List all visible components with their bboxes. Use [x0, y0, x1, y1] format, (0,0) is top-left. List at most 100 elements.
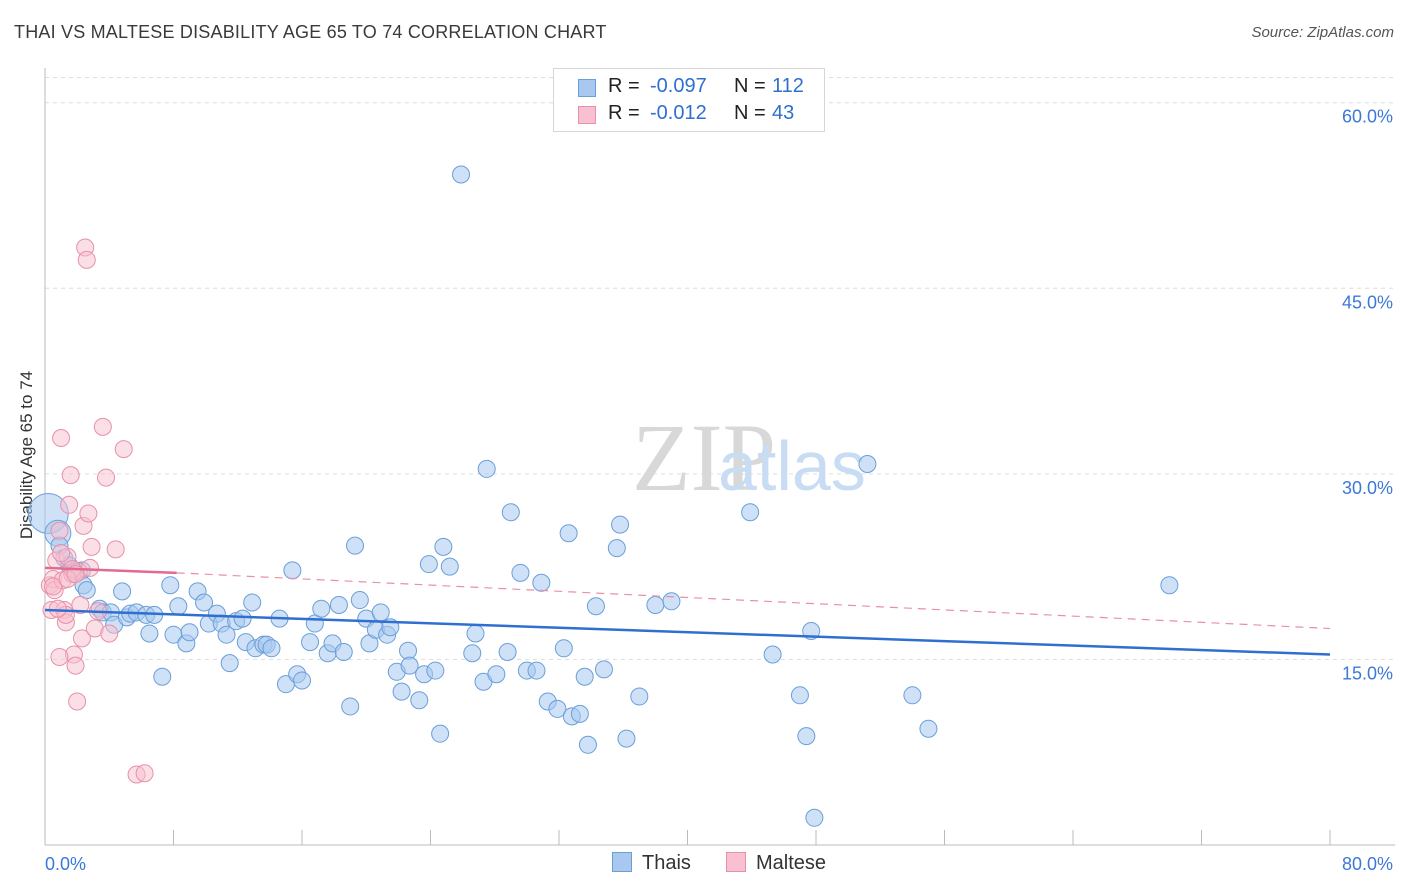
y-tick-label: 15.0% [1342, 663, 1393, 683]
point-thais [346, 536, 365, 555]
point-maltese [77, 250, 96, 269]
point-thais [399, 641, 418, 660]
y-axis-label: Disability Age 65 to 74 [17, 371, 36, 539]
trend-lines [44, 566, 1331, 656]
point-maltese [106, 540, 125, 559]
point-thais [554, 639, 573, 658]
point-thais [578, 735, 597, 754]
point-maltese [50, 521, 69, 540]
point-maltese [60, 495, 79, 514]
point-thais [511, 563, 530, 582]
x-tick-labels: 0.0% 80.0% [45, 854, 1393, 874]
point-thais [452, 165, 471, 184]
point-thais [487, 665, 506, 684]
point-thais [153, 667, 172, 686]
bottom-legend-label-thais: Thais [642, 852, 691, 874]
point-thais [919, 719, 938, 738]
point-thais [662, 592, 681, 611]
point-thais [858, 454, 877, 473]
point-thais [607, 539, 626, 558]
legend-n-value: 112 [772, 75, 804, 97]
point-thais [431, 724, 450, 743]
point-thais [630, 687, 649, 706]
y-tick-label: 60.0% [1342, 107, 1393, 127]
point-maltese [114, 440, 133, 459]
point-thais [262, 639, 281, 658]
point-thais [903, 686, 922, 705]
point-thais [113, 582, 132, 601]
point-maltese [100, 624, 119, 643]
point-thais [329, 596, 348, 615]
point-thais [1160, 576, 1179, 595]
point-thais [463, 644, 482, 663]
watermark: ZIP atlas [632, 404, 866, 511]
point-maltese [97, 468, 116, 487]
axes [44, 68, 1395, 846]
bottom-legend-swatch-maltese [726, 852, 746, 872]
watermark-atlas: atlas [718, 427, 866, 505]
point-thais [293, 671, 311, 690]
y-tick-labels: 15.0% 30.0% 45.0% 60.0% [1342, 107, 1393, 684]
point-thais [617, 729, 636, 748]
point-thais [371, 603, 390, 622]
point-thais [312, 599, 331, 618]
point-thais [646, 596, 665, 615]
point-thais [570, 704, 589, 723]
legend-r-label: R = [608, 102, 640, 124]
point-thais [501, 503, 520, 522]
y-tick-label: 45.0% [1342, 292, 1393, 312]
point-maltese [82, 537, 101, 556]
point-maltese [50, 647, 69, 666]
point-thais [169, 597, 188, 616]
series-thais [27, 165, 1179, 827]
point-thais [392, 682, 411, 701]
trend-line-thais [44, 608, 1331, 656]
bottom-legend-thais[interactable]: Thais [612, 852, 691, 875]
legend-n-label: N = [734, 75, 766, 97]
point-thais [477, 459, 496, 478]
point-thais [410, 691, 429, 710]
point-maltese [135, 764, 154, 783]
point-maltese [52, 544, 71, 563]
legend-n-label: N = [734, 102, 766, 124]
legend-swatch-maltese [578, 106, 596, 124]
legend-n-value: 43 [772, 102, 795, 124]
point-thais [195, 593, 214, 612]
point-thais [233, 609, 252, 628]
trend-line-maltese [44, 566, 177, 575]
point-thais [611, 515, 630, 534]
bottom-legend-swatch-thais [612, 852, 632, 872]
point-thais [140, 624, 159, 643]
point-thais [790, 686, 809, 705]
legend-r-value: -0.097 [650, 75, 707, 97]
point-maltese [93, 417, 112, 436]
point-thais [434, 537, 453, 556]
point-thais [527, 661, 546, 680]
series-maltese [40, 238, 154, 784]
point-thais [741, 503, 760, 522]
point-thais [217, 625, 236, 644]
point-thais [532, 573, 551, 592]
point-thais [180, 623, 199, 642]
point-thais [763, 645, 782, 664]
point-thais [334, 643, 353, 662]
point-maltese [72, 629, 91, 648]
point-thais [341, 697, 360, 716]
legend-r-label: R = [608, 75, 640, 97]
point-thais [350, 591, 369, 610]
x-tick-label: 80.0% [1342, 854, 1393, 874]
bottom-legend-maltese[interactable]: Maltese [726, 852, 826, 875]
point-thais [419, 555, 438, 574]
point-thais [283, 561, 302, 580]
point-thais [426, 661, 445, 680]
point-thais [586, 597, 605, 616]
point-maltese [66, 656, 85, 675]
chart-title: THAI VS MALTESE DISABILITY AGE 65 TO 74 … [14, 22, 607, 42]
legend-swatch-thais [578, 79, 596, 97]
point-thais [594, 660, 613, 679]
point-thais [301, 633, 320, 652]
point-maltese [68, 692, 87, 711]
trend-line-maltese-extension [176, 572, 1331, 630]
point-thais [797, 727, 816, 746]
